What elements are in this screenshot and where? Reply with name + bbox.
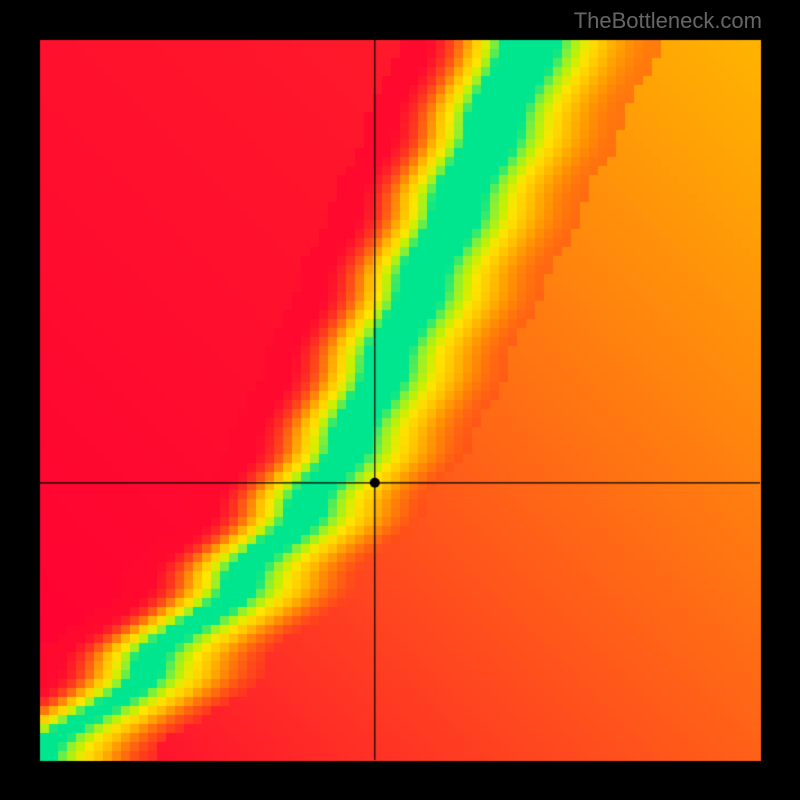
heatmap-canvas (0, 0, 800, 800)
chart-container: TheBottleneck.com (0, 0, 800, 800)
watermark-text: TheBottleneck.com (574, 8, 762, 34)
